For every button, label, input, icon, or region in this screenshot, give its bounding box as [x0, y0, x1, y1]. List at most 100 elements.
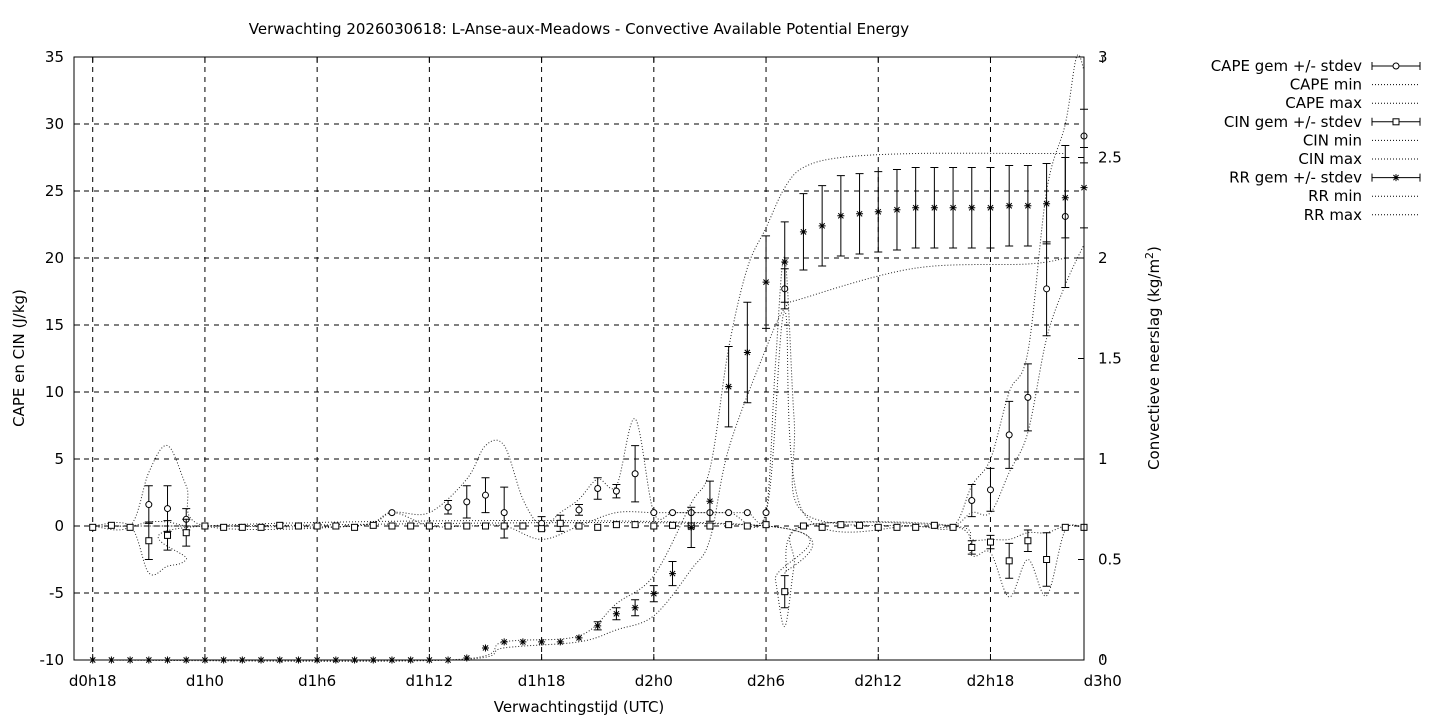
data-point: [837, 212, 845, 220]
data-point: [743, 348, 751, 356]
chart-title: Verwachting 2026030618: L-Anse-aux-Meado…: [249, 20, 910, 38]
y-tick-label-left: 5: [54, 450, 64, 468]
data-point: [650, 509, 658, 517]
data-point: [781, 258, 789, 266]
data-point: [912, 523, 920, 531]
data-point: [1024, 393, 1032, 401]
data-point: [313, 522, 321, 530]
data-point: [1024, 202, 1032, 210]
y-axis-label-right-text: Convectieve neerslag (kg/m: [1145, 259, 1163, 470]
data-point: [781, 588, 789, 596]
data-point: [538, 638, 546, 646]
x-tick-label: d2h6: [747, 672, 785, 690]
data-point: [612, 521, 620, 529]
data-point: [762, 509, 770, 517]
data-point: [706, 522, 714, 530]
data-point: [463, 654, 471, 662]
y-tick-label-right: 1.5: [1098, 350, 1122, 368]
axes-ticks: d0h18 d1h0 d1h6 d1h12 d1h18 d2h0 d2h6 d2h12 d2h1…: [40, 48, 1122, 690]
legend-label: CAPE min: [1290, 76, 1362, 94]
y-tick-label-right: 0.5: [1098, 551, 1122, 569]
x-axis-label: Verwachtingstijd (UTC): [494, 698, 665, 716]
data-point: [837, 521, 845, 529]
data-point: [332, 522, 340, 530]
data-point: [743, 509, 751, 517]
data-point: [818, 222, 826, 230]
legend-label: CIN max: [1298, 150, 1362, 168]
data-point: [631, 470, 639, 478]
series-cape-gem-stdev: [144, 108, 1088, 539]
data-point: [500, 638, 508, 646]
data-point: [930, 521, 938, 529]
data-point: [631, 604, 639, 612]
y-tick-label-left: -10: [40, 651, 65, 669]
y-axis-label-right-close: ): [1145, 246, 1163, 252]
data-point: [1043, 200, 1051, 208]
data-point: [949, 204, 957, 212]
data-point: [556, 519, 564, 527]
data-point: [538, 525, 546, 533]
legend-label: RR gem +/- stdev: [1229, 169, 1362, 187]
data-point: [612, 487, 620, 495]
y-tick-label-right: 1: [1098, 450, 1108, 468]
x-tick-label: d2h0: [635, 672, 673, 690]
data-point: [1005, 557, 1013, 565]
x-tick-label: d1h0: [186, 672, 224, 690]
data-point: [799, 228, 807, 236]
x-tick-label: d2h18: [967, 672, 1015, 690]
data-point: [986, 486, 994, 494]
y-tick-label-left: 35: [45, 48, 64, 66]
legend-marker: [1392, 62, 1400, 70]
series-rr-gem-stdev: [89, 146, 1088, 664]
data-point: [594, 622, 602, 630]
y-tick-label-left: 10: [45, 383, 64, 401]
data-point: [874, 208, 882, 216]
y-axis-label-right: Convectieve neerslag (kg/m2): [1143, 246, 1163, 470]
plot-frame: [73, 56, 1085, 661]
data-point: [968, 204, 976, 212]
legend-marker: [1392, 118, 1400, 126]
x-tick-label: d3h0: [1084, 672, 1122, 690]
y-tick-label-right: 0: [1098, 651, 1108, 669]
min-max-curves: [92, 54, 1085, 662]
data-point: [706, 497, 714, 505]
legend-label: RR min: [1308, 187, 1362, 205]
data-point: [1024, 537, 1032, 545]
data-point: [481, 491, 489, 499]
data-point: [107, 521, 115, 529]
data-point: [1061, 523, 1069, 531]
data-point: [594, 523, 602, 531]
data-point: [650, 590, 658, 598]
y-tick-label-right: 3: [1098, 48, 1108, 66]
data-point: [669, 521, 677, 529]
data-point: [912, 204, 920, 212]
data-point: [612, 610, 620, 618]
legend-label: RR max: [1304, 206, 1362, 224]
series-line-cape-max: [92, 54, 1085, 531]
series-line-cin-max: [92, 521, 1085, 574]
data-point: [725, 383, 733, 391]
data-point: [276, 521, 284, 529]
data-point: [986, 204, 994, 212]
data-point: [463, 522, 471, 530]
data-point: [743, 522, 751, 530]
data-point: [762, 521, 770, 529]
data-point: [126, 523, 134, 531]
x-tick-label: d1h18: [518, 672, 566, 690]
data-point: [725, 509, 733, 517]
series-marks: [89, 108, 1088, 664]
y-tick-label-left: 0: [54, 517, 64, 535]
data-point: [856, 521, 864, 529]
gridlines: [74, 57, 1084, 660]
data-point: [818, 523, 826, 531]
data-point: [725, 521, 733, 529]
data-point: [425, 522, 433, 530]
x-tick-label: d2h12: [854, 672, 902, 690]
y-axis-label-left: CAPE en CIN (J/kg): [10, 289, 28, 427]
data-point: [519, 638, 527, 646]
data-point: [407, 522, 415, 530]
data-point: [1061, 194, 1069, 202]
data-point: [351, 523, 359, 531]
